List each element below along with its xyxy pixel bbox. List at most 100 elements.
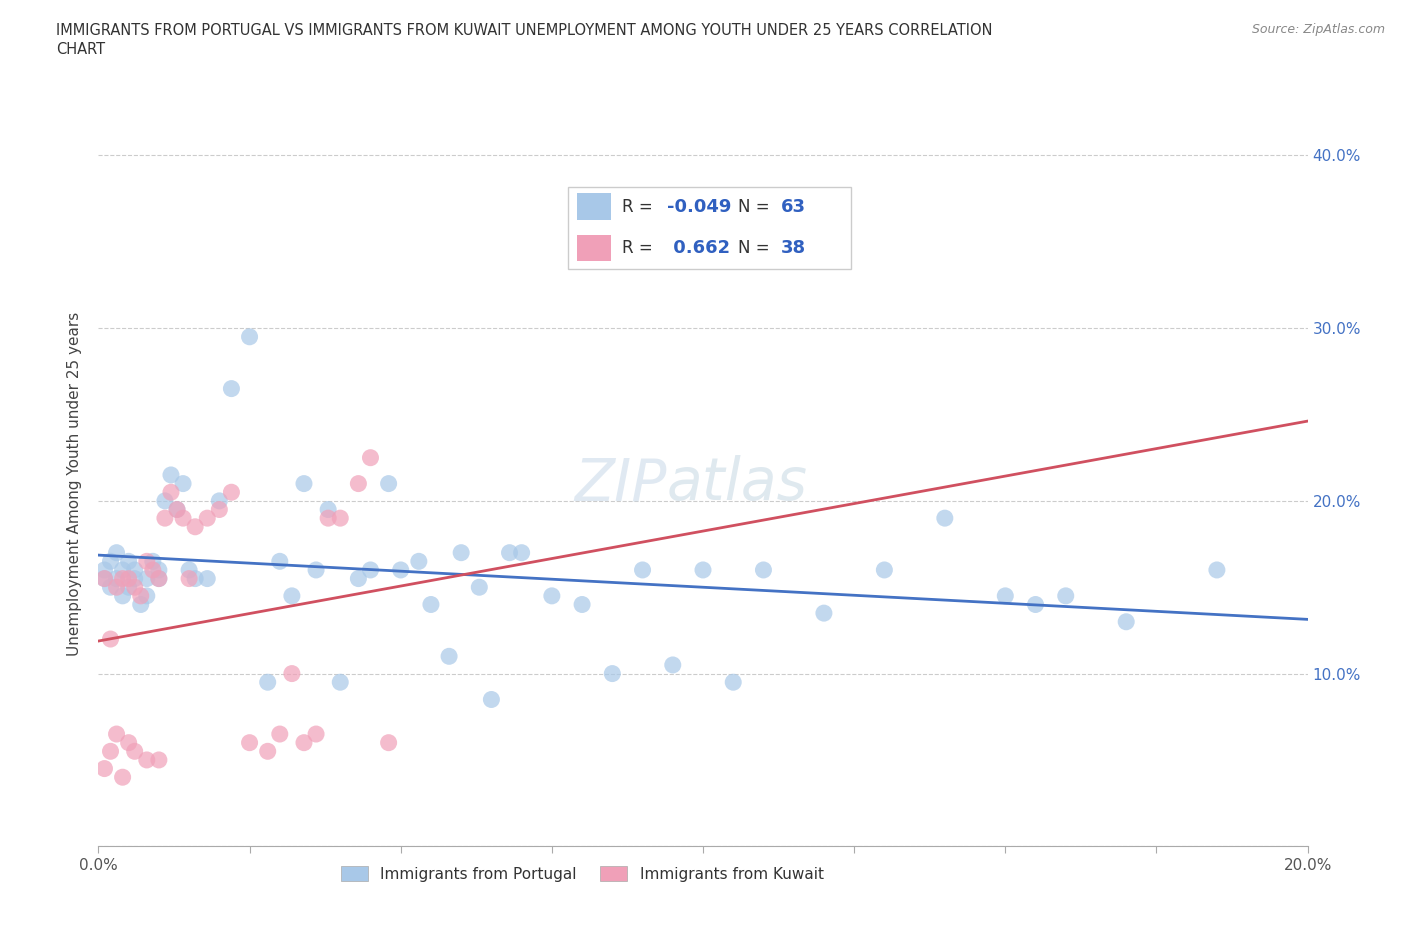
Point <box>723 675 745 690</box>
Point <box>498 545 520 560</box>
Point <box>269 726 291 741</box>
Text: N =: N = <box>738 239 775 257</box>
Text: ZIP: ZIP <box>574 455 666 512</box>
Point <box>360 563 382 578</box>
Point <box>153 511 176 525</box>
Point <box>135 571 157 586</box>
Point <box>329 675 352 690</box>
Point <box>305 726 328 741</box>
Point <box>93 571 115 586</box>
Point <box>166 502 188 517</box>
Point <box>160 485 183 499</box>
Point <box>195 571 218 586</box>
Point <box>124 571 146 586</box>
Point <box>631 563 654 578</box>
Point <box>100 554 122 569</box>
Text: R =: R = <box>621 239 658 257</box>
Point <box>160 468 183 483</box>
Text: 63: 63 <box>780 197 806 216</box>
Point <box>124 744 146 759</box>
Point <box>1024 597 1046 612</box>
Point <box>118 579 141 594</box>
Point <box>208 502 231 517</box>
Point <box>305 563 328 578</box>
Point <box>377 736 399 751</box>
Point <box>571 597 593 612</box>
Text: R =: R = <box>621 197 658 216</box>
Point <box>329 511 352 525</box>
Point <box>813 605 835 620</box>
Point <box>468 579 491 594</box>
Point <box>179 563 201 578</box>
Point <box>111 770 134 785</box>
Point <box>389 563 412 578</box>
Point <box>100 579 122 594</box>
Text: -0.049: -0.049 <box>668 197 731 216</box>
Point <box>111 571 134 586</box>
Point <box>752 563 775 578</box>
Point <box>153 494 176 509</box>
Point <box>124 563 146 578</box>
Point <box>1115 615 1137 630</box>
FancyBboxPatch shape <box>568 187 851 269</box>
Point <box>347 476 370 491</box>
Point <box>1206 563 1229 578</box>
Point <box>105 579 128 594</box>
Text: 0.662: 0.662 <box>668 239 730 257</box>
Point <box>148 752 170 767</box>
Point <box>1054 589 1077 604</box>
Point <box>93 571 115 586</box>
FancyBboxPatch shape <box>576 234 610 261</box>
Point <box>873 563 896 578</box>
Point <box>118 554 141 569</box>
Point <box>111 563 134 578</box>
Text: IMMIGRANTS FROM PORTUGAL VS IMMIGRANTS FROM KUWAIT UNEMPLOYMENT AMONG YOUTH UNDE: IMMIGRANTS FROM PORTUGAL VS IMMIGRANTS F… <box>56 23 993 38</box>
Text: 38: 38 <box>780 239 806 257</box>
Point <box>377 476 399 491</box>
Point <box>221 485 243 499</box>
Point <box>208 494 231 509</box>
Point <box>602 666 624 681</box>
Point <box>142 563 165 578</box>
Point <box>316 511 339 525</box>
Point <box>281 589 304 604</box>
Point <box>360 450 382 465</box>
Point <box>105 726 128 741</box>
Point <box>256 675 278 690</box>
Point <box>481 692 503 707</box>
Point <box>450 545 472 560</box>
Point <box>256 744 278 759</box>
Point <box>239 329 262 344</box>
Point <box>166 502 188 517</box>
Point <box>420 597 443 612</box>
Point <box>437 649 460 664</box>
Point <box>93 563 115 578</box>
Point <box>510 545 533 560</box>
Point <box>135 589 157 604</box>
Point <box>135 752 157 767</box>
Point <box>172 476 194 491</box>
Point <box>148 571 170 586</box>
Point <box>316 502 339 517</box>
Point <box>129 589 152 604</box>
Point <box>105 571 128 586</box>
Point <box>93 761 115 776</box>
Point <box>195 511 218 525</box>
Text: N =: N = <box>738 197 775 216</box>
Point <box>100 744 122 759</box>
Point <box>184 519 207 534</box>
Point <box>269 554 291 569</box>
Point <box>172 511 194 525</box>
Point <box>129 597 152 612</box>
Point <box>239 736 262 751</box>
Point <box>994 589 1017 604</box>
Text: atlas: atlas <box>666 455 807 512</box>
Point <box>118 736 141 751</box>
Point <box>135 554 157 569</box>
Point <box>142 554 165 569</box>
Point <box>540 589 562 604</box>
Point <box>118 571 141 586</box>
Point <box>148 571 170 586</box>
Text: CHART: CHART <box>56 42 105 57</box>
Y-axis label: Unemployment Among Youth under 25 years: Unemployment Among Youth under 25 years <box>67 312 83 656</box>
